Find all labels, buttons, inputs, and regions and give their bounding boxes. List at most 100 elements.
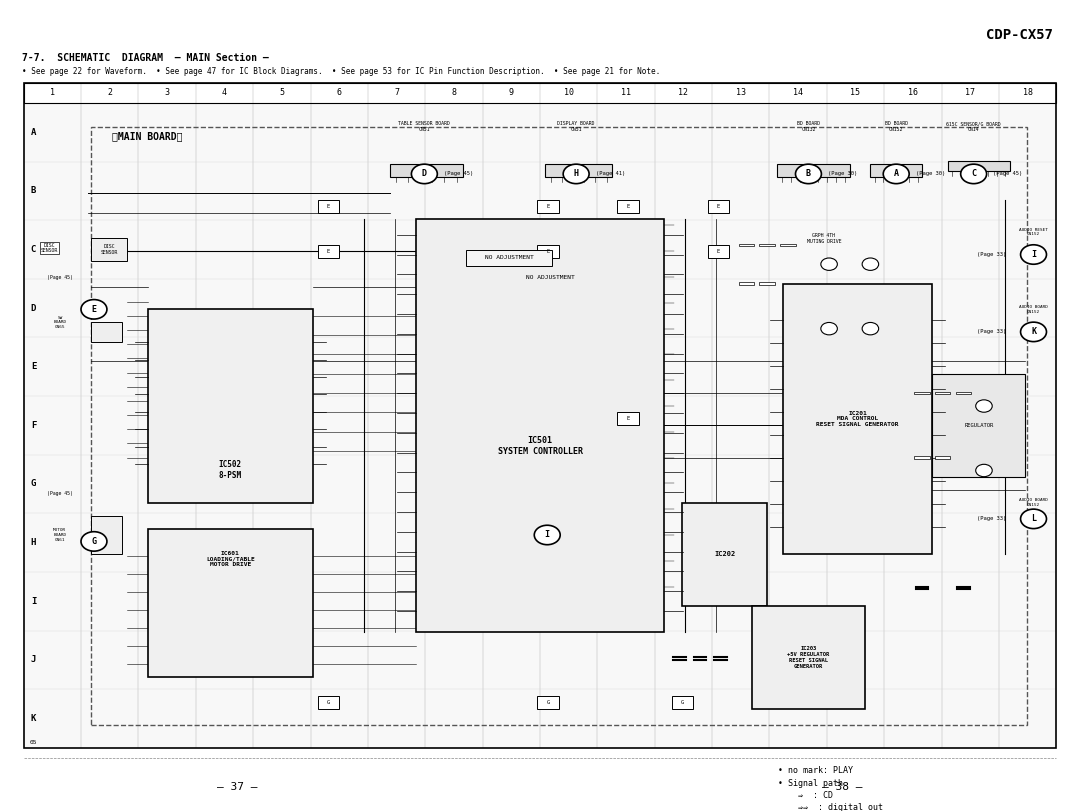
Bar	[24, 103, 1056, 748]
Text: (Page 33): (Page 33)	[977, 252, 1007, 257]
Text: 2: 2	[107, 88, 112, 97]
Text: • Signal path.: • Signal path.	[778, 779, 848, 787]
Bar	[91, 127, 1027, 725]
Text: E: E	[92, 305, 96, 314]
Text: IC502
8-PSM: IC502 8-PSM	[218, 460, 242, 479]
Text: 18: 18	[1023, 88, 1032, 97]
Text: (Page 30): (Page 30)	[916, 171, 945, 177]
Bar	[465, 250, 552, 266]
Bar	[538, 696, 559, 709]
Text: IC202: IC202	[714, 551, 735, 557]
Text: REGULATOR: REGULATOR	[964, 423, 994, 428]
Text: 5: 5	[280, 88, 284, 97]
Text: 8: 8	[451, 88, 457, 97]
Bar	[739, 243, 754, 246]
Bar	[91, 516, 122, 555]
Bar	[545, 165, 612, 177]
Circle shape	[821, 258, 837, 270]
Text: E: E	[717, 204, 720, 208]
Text: I: I	[31, 597, 36, 606]
Text: DISC
SENSOR: DISC SENSOR	[41, 242, 58, 254]
Text: ⇒⇒  : digital out: ⇒⇒ : digital out	[778, 803, 882, 811]
Text: 【MAIN BOARD】: 【MAIN BOARD】	[112, 131, 183, 142]
Text: E: E	[327, 204, 330, 208]
Bar	[24, 83, 1056, 748]
Circle shape	[535, 526, 561, 545]
Bar	[935, 457, 950, 459]
Text: (Page 45): (Page 45)	[444, 171, 473, 177]
Text: E: E	[31, 363, 36, 371]
Text: 7: 7	[394, 88, 400, 97]
Text: ⇒  : CD: ⇒ : CD	[778, 791, 833, 800]
Bar	[759, 282, 774, 285]
Text: I: I	[1031, 250, 1036, 259]
Bar	[683, 503, 767, 606]
Text: 4: 4	[222, 88, 227, 97]
Text: IC601
LOADING/TABLE
MOTOR DRIVE: IC601 LOADING/TABLE MOTOR DRIVE	[206, 551, 255, 568]
Text: 15: 15	[850, 88, 861, 97]
Text: B: B	[806, 169, 811, 178]
Circle shape	[1021, 245, 1047, 264]
Bar	[148, 529, 313, 677]
Text: TABLE SENSOR BOARD
CN51: TABLE SENSOR BOARD CN51	[399, 121, 450, 132]
Text: (Page 41): (Page 41)	[595, 171, 625, 177]
Circle shape	[961, 164, 987, 183]
Text: E: E	[626, 204, 630, 208]
Text: (Page 45): (Page 45)	[46, 275, 72, 280]
Text: (Page 30): (Page 30)	[828, 171, 858, 177]
Text: 17: 17	[966, 88, 975, 97]
Text: 3: 3	[164, 88, 170, 97]
Bar	[318, 696, 339, 709]
Text: CDP-CX57: CDP-CX57	[986, 28, 1053, 42]
Text: 6: 6	[337, 88, 341, 97]
Text: G: G	[680, 700, 684, 705]
Text: K: K	[1031, 328, 1036, 337]
Circle shape	[862, 323, 879, 335]
Text: (Page 33): (Page 33)	[977, 329, 1007, 334]
Text: H: H	[31, 538, 36, 547]
Circle shape	[1021, 322, 1047, 341]
Text: IC501
SYSTEM CONTROLLER: IC501 SYSTEM CONTROLLER	[498, 436, 582, 456]
Text: D: D	[422, 169, 427, 178]
Text: AUDIO RESET
CN152: AUDIO RESET CN152	[1020, 228, 1048, 236]
Circle shape	[1021, 509, 1047, 529]
Bar	[672, 696, 693, 709]
Bar	[318, 245, 339, 258]
Text: (Page 33): (Page 33)	[977, 517, 1007, 521]
Text: BD BOARD
CN152: BD BOARD CN152	[885, 121, 907, 132]
Circle shape	[796, 164, 822, 183]
Text: A: A	[894, 169, 899, 178]
Text: – 38 –: – 38 –	[822, 782, 863, 792]
Text: NO ADJUSTMENT: NO ADJUSTMENT	[485, 255, 534, 260]
Bar	[915, 457, 930, 459]
Text: SW
BOARD
CN65: SW BOARD CN65	[53, 315, 67, 328]
Circle shape	[81, 299, 107, 319]
Text: DISPLAY BOARD
CN51: DISPLAY BOARD CN51	[557, 121, 595, 132]
Bar	[91, 238, 127, 261]
Bar	[538, 245, 559, 258]
Text: DISC
SENSOR: DISC SENSOR	[100, 244, 118, 255]
Text: IC203
+5V REGULATOR
RESET SIGNAL
GENERATOR: IC203 +5V REGULATOR RESET SIGNAL GENERAT…	[787, 646, 829, 669]
Text: D: D	[31, 303, 36, 313]
Bar	[538, 200, 559, 212]
Text: E: E	[546, 249, 550, 254]
Text: • See page 22 for Waveform.  • See page 47 for IC Block Diagrams.  • See page 53: • See page 22 for Waveform. • See page 4…	[22, 67, 660, 75]
Circle shape	[81, 532, 107, 551]
Text: 11: 11	[621, 88, 631, 97]
Bar	[91, 322, 122, 341]
Bar	[780, 243, 796, 246]
Text: A: A	[31, 128, 36, 137]
Text: G: G	[31, 479, 36, 488]
Text: • no mark: PLAY: • no mark: PLAY	[778, 766, 852, 775]
Text: 7-7.  SCHEMATIC  DIAGRAM  – MAIN Section –: 7-7. SCHEMATIC DIAGRAM – MAIN Section –	[22, 53, 268, 62]
Bar	[707, 200, 729, 212]
Text: 1: 1	[50, 88, 55, 97]
Bar	[24, 83, 1056, 103]
Bar	[416, 219, 664, 632]
Text: H: H	[573, 169, 579, 178]
Text: 05: 05	[29, 740, 37, 745]
Bar	[783, 284, 932, 555]
Text: AUDIO BOARD
CN152: AUDIO BOARD CN152	[1020, 305, 1048, 314]
Bar	[948, 161, 1010, 170]
Text: J: J	[31, 655, 36, 664]
